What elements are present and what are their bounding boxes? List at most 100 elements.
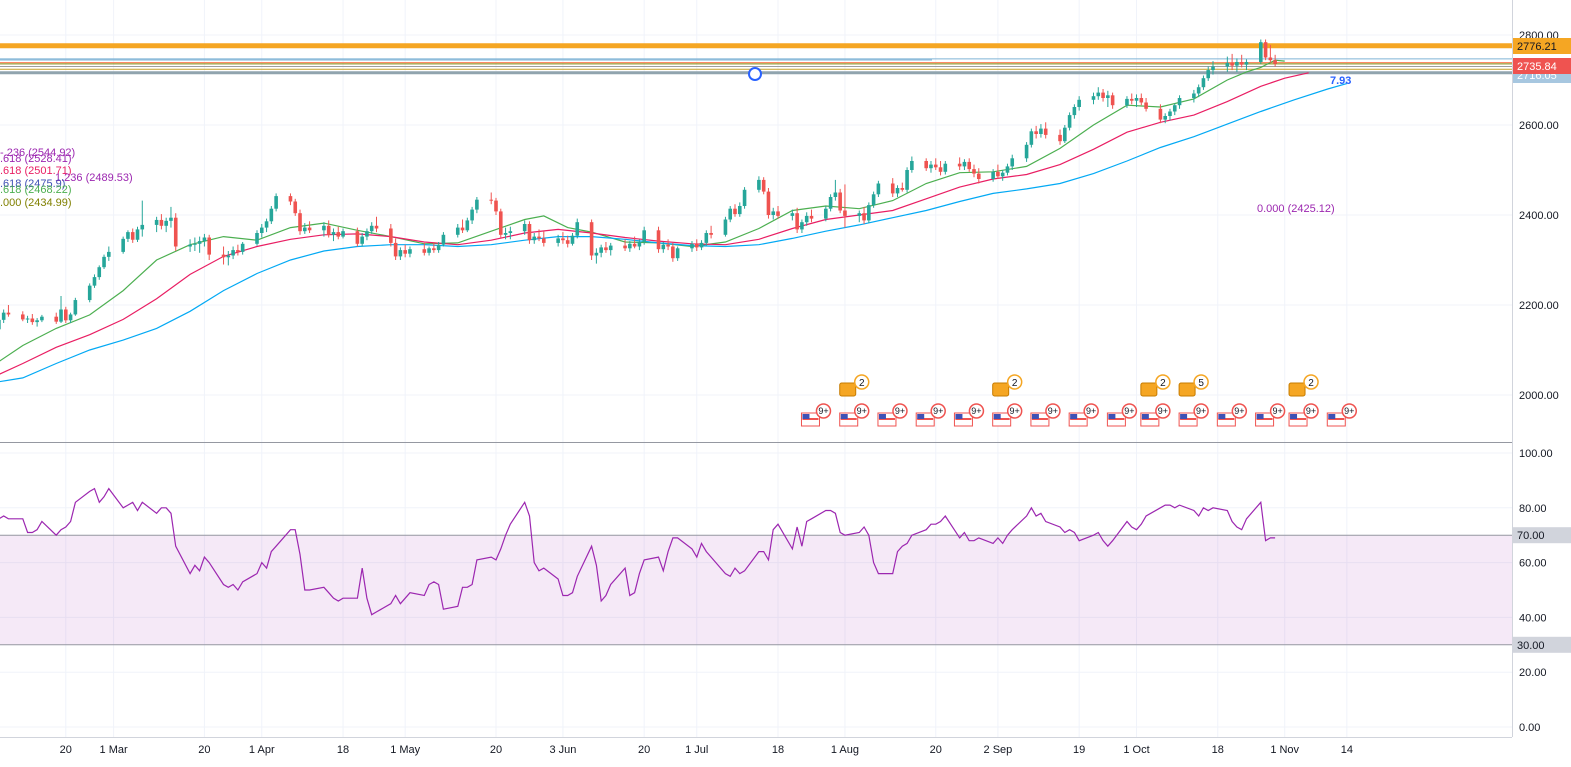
candle-body[interactable] [173,217,178,247]
candle-body[interactable] [776,211,780,216]
candle-body[interactable] [532,236,537,241]
candle-body[interactable] [427,248,431,253]
candle-body[interactable] [1211,66,1215,71]
folder-icon[interactable] [1178,382,1196,397]
candle-body[interactable] [154,219,159,225]
event-count-badge[interactable] [892,403,908,419]
candle-body[interactable] [766,191,771,215]
candle-body[interactable] [130,232,135,240]
candle-body[interactable] [537,236,541,239]
candle-body[interactable] [1034,131,1038,134]
candle-body[interactable] [862,213,866,221]
candle-body[interactable] [236,250,240,252]
candle-body[interactable] [905,170,909,190]
candle-body[interactable] [800,222,804,230]
candle-body[interactable] [790,213,795,216]
candle-body[interactable] [943,163,948,172]
candle-body[interactable] [757,179,761,190]
candle-body[interactable] [690,243,694,249]
candle-body[interactable] [972,169,976,174]
candle-body[interactable] [465,220,470,231]
candle-body[interactable] [508,231,513,233]
folder-icon[interactable] [1288,382,1306,397]
candle-body[interactable] [73,300,78,315]
candle-body[interactable] [193,243,197,245]
event-count-badge[interactable] [853,403,870,419]
candle-body[interactable] [475,199,479,210]
candle-body[interactable] [322,225,326,231]
candle-body[interactable] [1000,172,1005,177]
candle-body[interactable] [723,219,728,235]
candle-body[interactable] [1192,93,1196,99]
candle-body[interactable] [910,161,914,170]
candle-body[interactable] [1110,95,1115,106]
candle-body[interactable] [962,161,967,167]
candle-body[interactable] [68,314,73,321]
candle-body[interactable] [704,233,709,243]
candle-body[interactable] [25,318,30,320]
candle-body[interactable] [876,183,881,195]
event-count-badge[interactable] [1193,403,1209,419]
candle-body[interactable] [360,236,364,244]
candle-body[interactable] [6,312,11,315]
candle-body[interactable] [728,208,733,220]
candle-body[interactable] [1063,127,1067,142]
candle-body[interactable] [522,224,527,232]
candle-body[interactable] [259,227,264,233]
candle-body[interactable] [441,234,446,245]
candle-body[interactable] [1235,62,1239,66]
candle-body[interactable] [59,309,63,322]
candle-body[interactable] [694,243,699,248]
candle-body[interactable] [699,242,704,248]
candle-body[interactable] [542,238,546,243]
candle-body[interactable] [1144,102,1148,109]
candle-body[interactable] [336,232,341,237]
candle-body[interactable] [843,210,847,216]
candle-body[interactable] [1091,96,1096,100]
candle-body[interactable] [1244,62,1249,65]
candle-body[interactable] [1134,98,1139,101]
candle-body[interactable] [570,235,575,244]
candle-body[interactable] [575,222,580,236]
event-count-badge[interactable] [1045,403,1061,419]
candle-body[interactable] [742,189,747,206]
candle-body[interactable] [20,314,25,320]
candle-body[interactable] [489,199,494,201]
candle-body[interactable] [561,238,565,241]
event-count-badge[interactable] [1231,403,1248,419]
candle-body[interactable] [957,163,962,167]
candle-body[interactable] [398,250,403,257]
candle-body[interactable] [126,232,130,239]
candle-body[interactable] [403,250,407,254]
folder-icon[interactable] [839,382,857,397]
candle-body[interactable] [374,225,379,229]
event-count-badge[interactable] [1269,403,1286,419]
candle-body[interactable] [197,241,202,244]
candle-body[interactable] [331,232,336,235]
candle-body[interactable] [804,215,809,223]
candle-body[interactable] [857,213,862,216]
candle-body[interactable] [498,211,503,235]
candle-body[interactable] [121,238,125,252]
candle-body[interactable] [924,161,928,169]
candle-body[interactable] [661,244,666,250]
candle-body[interactable] [1077,99,1081,107]
candle-body[interactable] [709,233,713,235]
candle-body[interactable] [288,196,293,202]
candle-body[interactable] [556,238,560,243]
candle-body[interactable] [1230,62,1234,66]
event-count-badge[interactable] [815,403,832,419]
candle-body[interactable] [828,197,833,209]
candle-body[interactable] [164,220,168,226]
event-count-badge[interactable] [1303,403,1319,419]
event-count-badge[interactable] [1083,403,1099,419]
folder-icon[interactable] [992,382,1010,397]
event-count-badge[interactable] [968,403,985,419]
candle-body[interactable] [102,256,106,268]
candle-body[interactable] [188,244,192,247]
candle-body[interactable] [967,161,972,170]
candle-body[interactable] [107,251,111,257]
candle-body[interactable] [867,205,871,221]
candle-body[interactable] [460,227,465,231]
